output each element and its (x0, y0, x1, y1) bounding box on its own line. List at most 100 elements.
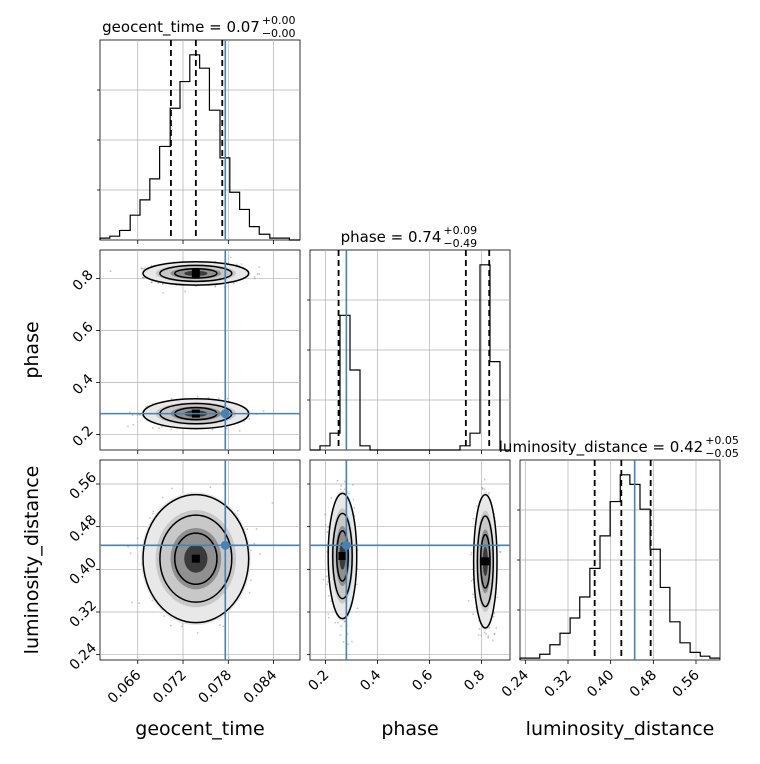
sample-point (351, 640, 353, 643)
sample-point (150, 281, 153, 284)
tick-label-x: 0.6 (409, 667, 436, 694)
sample-point (347, 643, 350, 646)
contour-line (159, 514, 233, 603)
sample-point (488, 492, 490, 494)
sample-point (240, 263, 243, 265)
sample-point (152, 510, 155, 513)
sample-point (481, 486, 484, 489)
sample-point (327, 616, 330, 619)
tick-label-x: 0.40 (584, 667, 617, 700)
sample-point (128, 411, 131, 414)
sample-point (214, 285, 217, 288)
sample-point (324, 523, 327, 526)
sample-point (151, 426, 154, 429)
sample-point (339, 488, 342, 491)
sample-point (214, 284, 217, 287)
tick-label-x: 0.4 (357, 667, 384, 694)
sample-point (485, 633, 487, 635)
tick-label-y: 0.4 (70, 371, 97, 398)
truth-marker (220, 409, 230, 419)
tick-label-x: 0.078 (195, 667, 235, 707)
tick-label-y: 0.48 (67, 512, 100, 545)
tick-label-y: 0.32 (67, 597, 100, 630)
sample-point (207, 396, 210, 399)
sample-point (253, 277, 256, 280)
sample-point (327, 613, 330, 616)
sample-point (481, 488, 484, 490)
sample-point (487, 636, 490, 639)
density-peak (481, 557, 490, 566)
sample-point (170, 428, 173, 431)
histogram-step (310, 264, 510, 451)
sample-point (161, 283, 164, 286)
contour-line (173, 532, 218, 586)
sample-point (492, 615, 495, 618)
truth-marker (341, 540, 351, 550)
sample-point (348, 492, 351, 495)
sample-point (217, 397, 220, 400)
hist-panel-geocent_time: geocent_time = 0.07 +0.00−0.00 (97, 14, 301, 241)
sample-point (496, 596, 499, 599)
tick-label-y: 0.40 (67, 555, 100, 588)
sample-point (196, 631, 199, 634)
title-upper-error: +0.05 (705, 434, 739, 447)
scatter-panel-geocent_time-luminosity_distance (99, 459, 301, 661)
tick-label-y: 0.6 (70, 319, 97, 346)
sample-point (256, 273, 259, 276)
sample-point (161, 496, 164, 499)
contour-line (472, 493, 498, 629)
sample-point (327, 526, 330, 529)
sample-point (483, 488, 486, 491)
panel-title: geocent_time = 0.07 (102, 18, 260, 37)
sample-point (343, 620, 346, 623)
sample-point (326, 583, 329, 586)
sample-point (138, 602, 141, 605)
density-peak (191, 554, 200, 563)
sample-point (209, 486, 212, 489)
sample-point (184, 290, 187, 293)
sample-point (127, 545, 129, 548)
title-upper-error: +0.00 (262, 14, 296, 27)
sample-point (255, 528, 258, 530)
sample-point (493, 632, 496, 635)
panel-contents (127, 483, 274, 634)
sample-point (248, 591, 251, 594)
sample-point (236, 509, 239, 512)
sample-point (472, 593, 474, 596)
sample-point (142, 267, 145, 270)
sample-point (356, 607, 359, 610)
sample-point (196, 395, 199, 398)
panel-contents (322, 478, 502, 646)
sample-point (130, 601, 133, 604)
sample-point (222, 483, 225, 485)
axis-label-x: phase (381, 718, 438, 740)
tick-label-y: 0.56 (67, 469, 100, 502)
title-upper-error: +0.09 (443, 224, 477, 237)
sample-point (171, 487, 173, 490)
sample-point (472, 613, 475, 615)
tick-label-y: 0.8 (70, 267, 97, 294)
sample-point (235, 263, 238, 266)
sample-point (343, 480, 346, 483)
sample-point (340, 484, 342, 487)
contour-line (142, 493, 250, 624)
sample-point (340, 625, 343, 628)
sample-point (342, 641, 345, 643)
sample-point (339, 634, 342, 636)
sample-point (229, 256, 232, 259)
sample-point (352, 498, 355, 501)
sample-point (181, 625, 183, 628)
sample-point (493, 612, 496, 615)
sample-point (129, 552, 132, 555)
sample-point (132, 423, 135, 426)
tick-label-x: 0.56 (669, 667, 702, 700)
sample-point (158, 427, 160, 430)
sample-point (343, 488, 346, 491)
sample-point (162, 292, 165, 294)
title-lower-error: −0.00 (262, 27, 296, 40)
sample-point (478, 628, 481, 630)
sample-point (152, 512, 154, 515)
sample-point (136, 414, 139, 417)
sample-point (493, 633, 496, 636)
sample-point (163, 615, 166, 618)
